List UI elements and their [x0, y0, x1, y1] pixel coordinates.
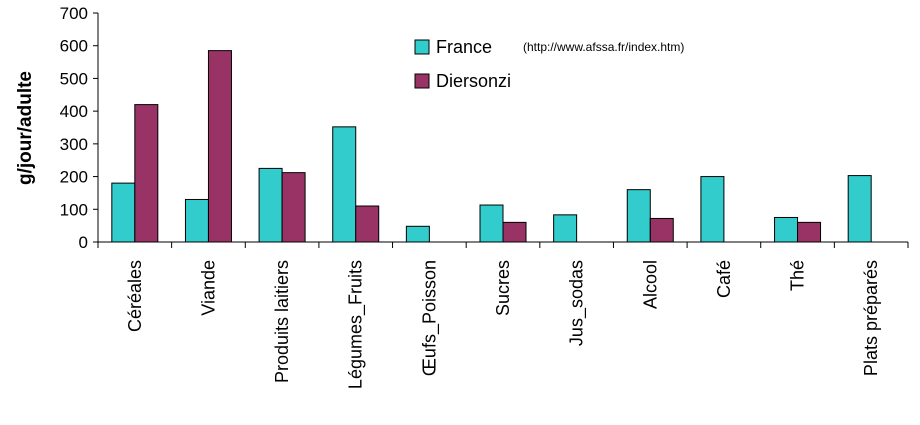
bar-france-1 [184, 198, 209, 243]
bar-diersonzi-7 [649, 217, 674, 243]
bar-diersonzi-3 [355, 205, 380, 243]
x-axis: Céréales Viande Produits laitiers Légumes_F… [97, 241, 909, 389]
y-tick-label: 600 [60, 37, 88, 56]
bar-france-3 [332, 126, 357, 243]
x-tick-label: Café [714, 260, 734, 298]
bar-diersonzi-2 [281, 172, 306, 243]
bar-france-8 [700, 176, 725, 243]
y-tick-label: 700 [60, 4, 88, 23]
legend-label-diersonzi: Diersonzi [436, 71, 511, 91]
bar-diersonzi-1 [207, 50, 232, 243]
bar-france-4 [405, 225, 430, 243]
x-tick-label: Légumes_Fruits [346, 260, 367, 389]
bar-france-6 [553, 214, 578, 243]
bar-france-9 [774, 216, 799, 243]
x-tick-label: Œufs_Poisson [419, 260, 440, 376]
x-tick-label: Jus_sodas [567, 260, 588, 346]
bar-france-7 [626, 189, 651, 243]
legend-swatch-france [414, 39, 430, 55]
bar-diersonzi-0 [134, 104, 159, 243]
y-tick-label: 200 [60, 168, 88, 187]
y-tick-label: 300 [60, 135, 88, 154]
y-tick-label: 500 [60, 69, 88, 88]
y-tick-label: 0 [79, 233, 88, 252]
x-tick-label: Sucres [493, 260, 513, 316]
x-tick-label: Produits laitiers [272, 260, 292, 383]
y-axis: 0 100 200 300 400 500 600 700 [60, 4, 99, 252]
x-tick-label: Céréales [125, 260, 145, 332]
legend: France Diersonzi [414, 37, 511, 91]
bar-diersonzi-9 [797, 221, 822, 243]
y-tick-label: 400 [60, 102, 88, 121]
bars [111, 50, 872, 243]
legend-swatch-diersonzi [414, 73, 430, 89]
bar-france-5 [479, 204, 504, 243]
bar-france-2 [258, 167, 283, 243]
y-axis-label: g/jour/adulte [15, 71, 36, 185]
x-tick-label: Alcool [640, 260, 660, 309]
bar-diersonzi-5 [502, 221, 527, 243]
legend-label-france: France [436, 37, 492, 57]
y-tick-label: 100 [60, 200, 88, 219]
source-annotation: (http://www.afssa.fr/index.htm) [523, 40, 684, 54]
x-tick-label: Viande [198, 260, 218, 316]
x-tick-label: Plats préparés [861, 260, 881, 376]
bar-france-10 [847, 175, 872, 243]
x-tick-label: Thé [788, 260, 808, 291]
bar-france-0 [111, 182, 136, 243]
